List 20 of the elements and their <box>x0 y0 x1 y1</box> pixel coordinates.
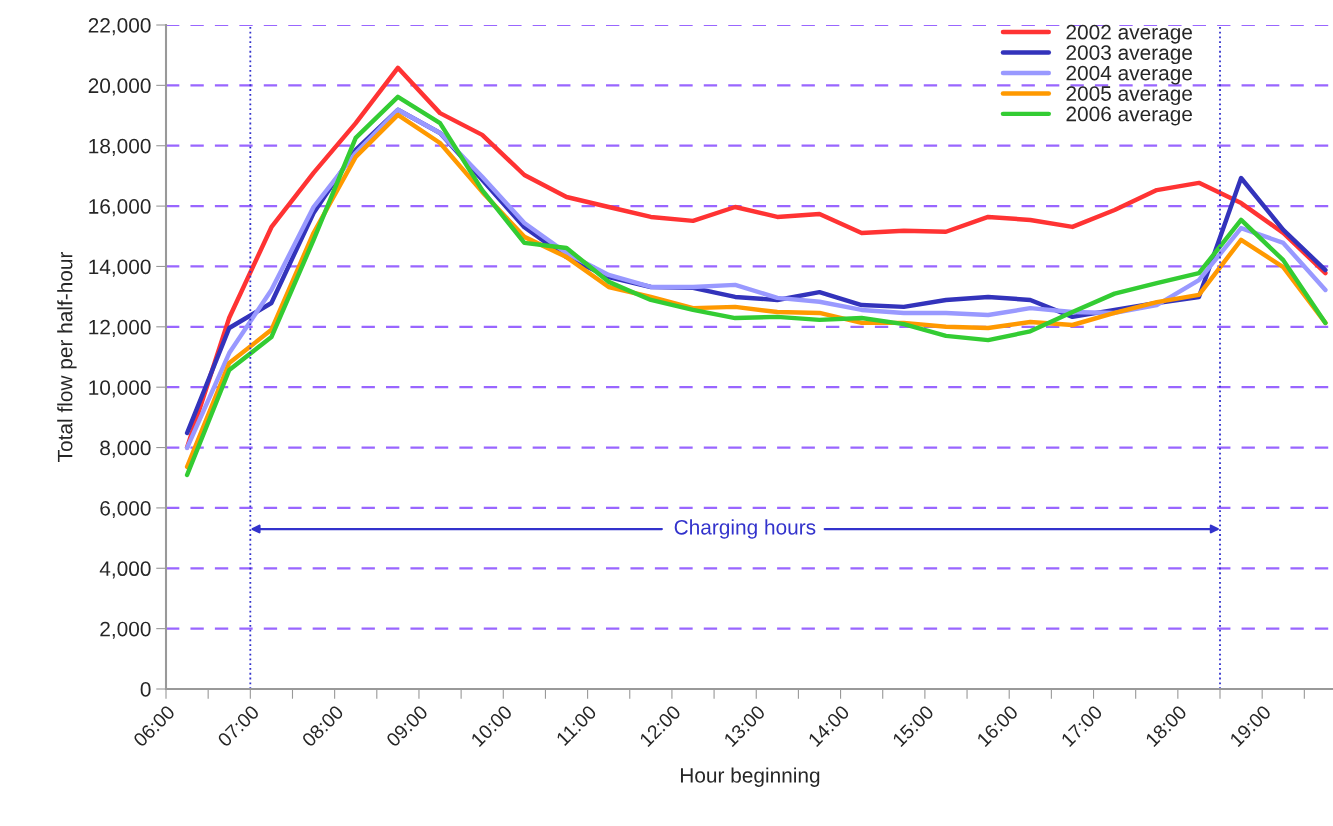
y-tick-label: 12,000 <box>89 319 151 338</box>
y-tick-label: 22,000 <box>88 18 151 36</box>
legend-label: 2005 average <box>1066 86 1192 106</box>
y-axis-title: Total flow per half-hour <box>57 251 77 462</box>
y-tick-label: 18,000 <box>89 138 151 156</box>
y-tick-label: 20,000 <box>88 78 151 96</box>
y-tick-label: 8,000 <box>100 440 151 458</box>
y-tick-label: 2,000 <box>100 621 151 639</box>
annotation: Charging hours <box>674 519 816 539</box>
y-tick-label: 10,000 <box>89 380 151 398</box>
y-tick-label: 0 <box>140 682 151 697</box>
y-tick-label: 4,000 <box>99 561 151 579</box>
y-tick-label: 14,000 <box>89 259 151 277</box>
y-tick-label: 16,000 <box>89 199 151 217</box>
y-tick-label: 6,000 <box>100 500 151 519</box>
legend-label: 2003 average <box>1066 45 1192 65</box>
legend-label: 2002 average <box>1066 24 1192 44</box>
x-axis-title: Hour beginning <box>680 767 820 787</box>
legend-label: 2004 average <box>1066 65 1192 85</box>
legend-label: 2006 average <box>1066 106 1192 126</box>
